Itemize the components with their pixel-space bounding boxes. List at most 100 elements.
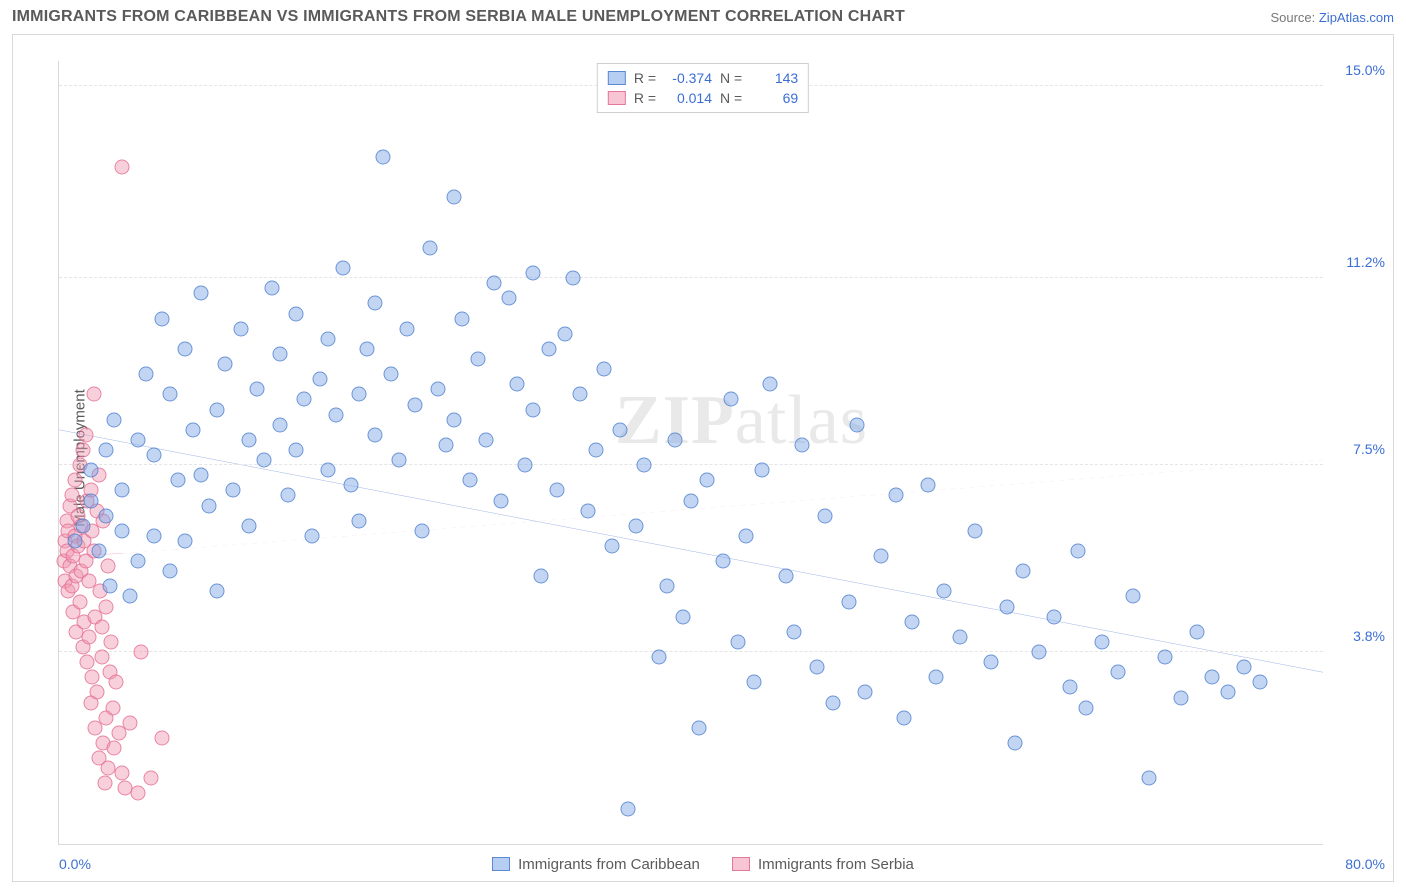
plot-area: ZIPatlas 0.0% 80.0% 3.8%7.5%11.2%15.0% [58,61,1323,845]
data-point [810,660,825,675]
data-point [936,584,951,599]
data-point [1173,690,1188,705]
data-point [731,634,746,649]
gridline [59,651,1323,652]
swatch-pink [732,857,750,871]
data-point [526,266,541,281]
data-point [134,645,149,660]
data-point [375,149,390,164]
data-point [86,387,101,402]
data-point [368,427,383,442]
legend-row-caribbean: R = -0.374 N = 143 [608,68,798,88]
y-tick-label: 15.0% [1329,62,1385,78]
chart-title: IMMIGRANTS FROM CARIBBEAN VS IMMIGRANTS … [12,8,905,25]
data-point [818,508,833,523]
data-point [194,468,209,483]
data-point [143,771,158,786]
data-point [217,357,232,372]
y-tick-label: 3.8% [1329,628,1385,644]
data-point [849,417,864,432]
data-point [64,488,79,503]
data-point [80,655,95,670]
data-point [699,473,714,488]
source-prefix: Source: [1270,10,1318,25]
data-point [755,463,770,478]
data-point [108,675,123,690]
n-label: N = [720,90,742,106]
data-point [660,579,675,594]
data-point [102,579,117,594]
data-point [368,296,383,311]
data-point [905,614,920,629]
series-legend: Immigrants from Caribbean Immigrants fro… [13,856,1393,876]
data-point [541,341,556,356]
data-point [75,442,90,457]
data-point [794,437,809,452]
data-point [312,372,327,387]
data-point [154,311,169,326]
data-point [565,271,580,286]
data-point [336,261,351,276]
swatch-pink [608,91,626,105]
data-point [97,776,112,791]
data-point [399,321,414,336]
data-point [494,493,509,508]
y-tick-label: 11.2% [1329,254,1385,270]
data-point [889,488,904,503]
data-point [470,352,485,367]
data-point [154,730,169,745]
source-link[interactable]: ZipAtlas.com [1319,10,1394,25]
data-point [72,594,87,609]
data-point [533,569,548,584]
data-point [320,463,335,478]
n-value: 69 [750,90,798,106]
data-point [83,463,98,478]
data-point [123,715,138,730]
data-point [739,528,754,543]
data-point [1063,680,1078,695]
data-point [85,670,100,685]
data-point [89,685,104,700]
data-point [186,422,201,437]
trend-line [122,460,1323,553]
data-point [526,402,541,417]
chart-container: Male Unemployment R = -0.374 N = 143 R =… [12,34,1394,882]
source-attribution: Source: ZipAtlas.com [1270,10,1394,25]
data-point [352,513,367,528]
data-point [984,655,999,670]
data-point [94,619,109,634]
data-point [842,594,857,609]
data-point [557,326,572,341]
data-point [715,554,730,569]
legend-item-serbia: Immigrants from Serbia [732,856,914,873]
data-point [91,544,106,559]
data-point [1110,665,1125,680]
r-label: R = [634,70,656,86]
trend-line [59,430,1323,672]
data-point [100,761,115,776]
data-point [1094,634,1109,649]
data-point [105,700,120,715]
legend-label: Immigrants from Serbia [758,856,914,873]
data-point [328,407,343,422]
data-point [123,589,138,604]
data-point [131,432,146,447]
data-point [131,554,146,569]
data-point [1237,660,1252,675]
data-point [115,483,130,498]
data-point [1126,589,1141,604]
data-point [344,478,359,493]
data-point [612,422,627,437]
data-point [194,286,209,301]
data-point [486,276,501,291]
r-label: R = [634,90,656,106]
data-point [99,442,114,457]
data-point [747,675,762,690]
data-point [636,458,651,473]
data-point [100,559,115,574]
data-point [1007,735,1022,750]
data-point [968,523,983,538]
data-point [1015,564,1030,579]
data-point [431,382,446,397]
data-point [138,367,153,382]
